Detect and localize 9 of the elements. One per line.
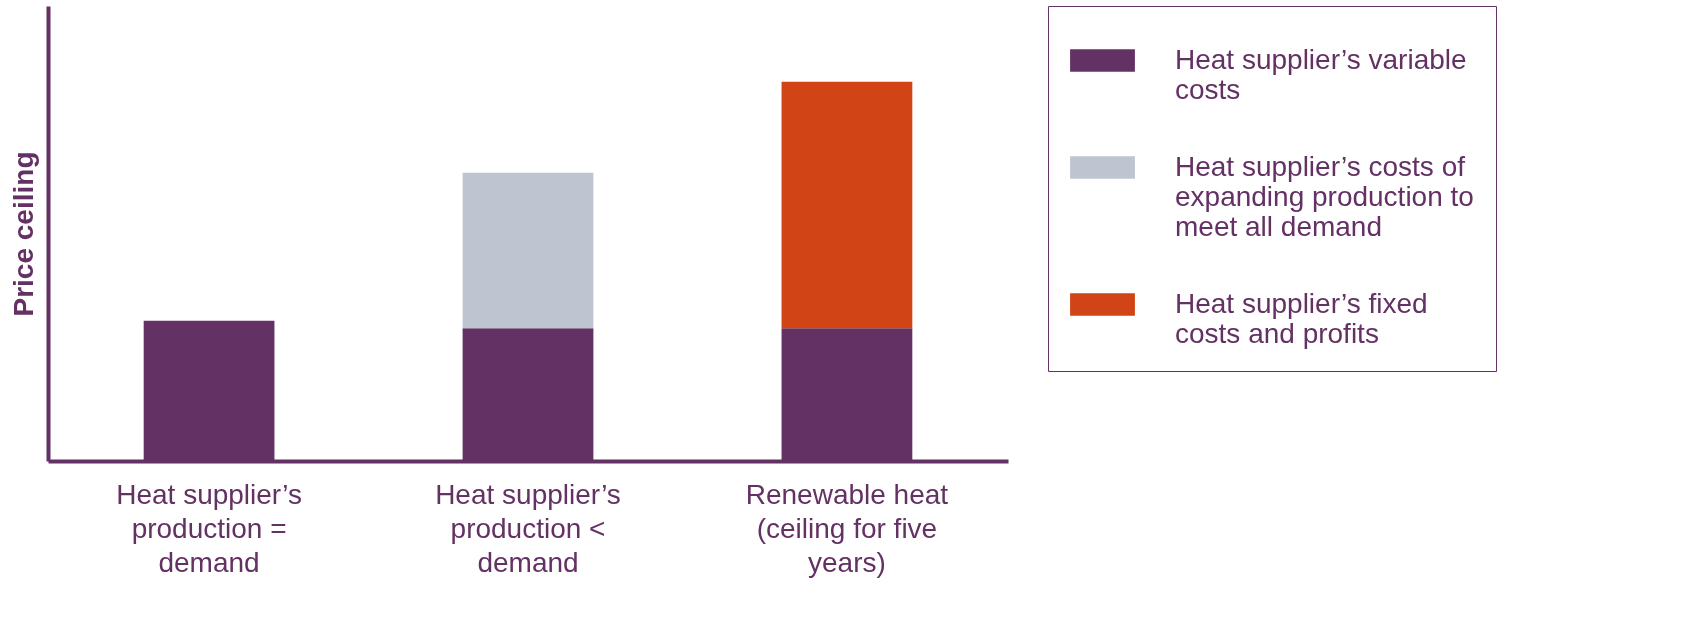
x-tick-label: Heat supplier’s production = demand — [116, 478, 302, 578]
legend-label: Heat supplier’s fixed costs and profits — [1175, 287, 1428, 349]
bar — [781, 81, 913, 329]
legend-label: Heat supplier’s variable costs — [1175, 43, 1467, 105]
y-axis-title: Price ceiling — [7, 151, 39, 317]
legend-label: Heat supplier’s costs of expanding production to meet all demand — [1175, 150, 1474, 242]
x-tick-label: Renewable heat (ceiling for five years) — [745, 478, 949, 578]
x-tick-label: Heat supplier’s production < demand — [435, 478, 621, 578]
bar — [462, 172, 594, 329]
